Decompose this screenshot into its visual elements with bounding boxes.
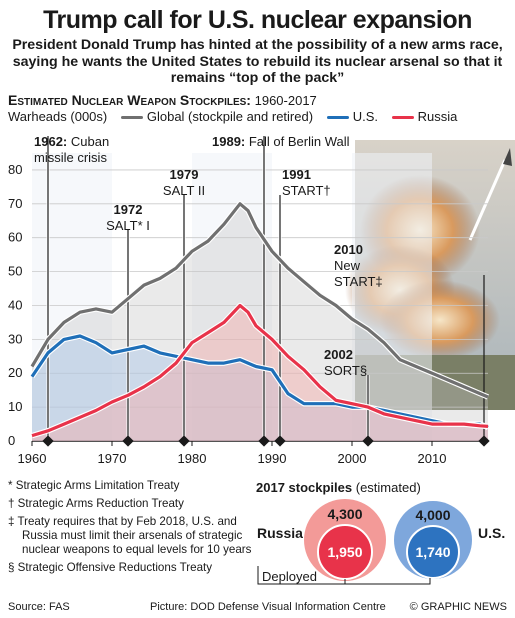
- decade-band: [352, 153, 432, 441]
- legend-russia-swatch: [391, 116, 414, 120]
- y-tick-label: 40: [8, 297, 22, 312]
- footnote-salt: * Strategic Arms Limitation Treaty: [8, 479, 180, 492]
- event-label-line2: missile crisis: [34, 150, 107, 165]
- us-area: [32, 336, 488, 441]
- event-diamond: [274, 435, 286, 447]
- deployed-label: Deployed: [262, 569, 317, 584]
- event-markers: [42, 136, 490, 447]
- y-tick-label: 0: [8, 433, 15, 448]
- x-tick-label: 1970: [98, 451, 127, 466]
- x-tick-label: 2000: [338, 451, 367, 466]
- russia-area: [32, 305, 488, 441]
- event-label: 1991: [282, 167, 311, 182]
- decade-bands: [32, 153, 432, 441]
- footer-picture: Picture: DOD Defense Visual Information …: [150, 601, 386, 613]
- us-deployed-value: 1,740: [415, 544, 450, 560]
- stockpiles-heading-note: (estimated): [355, 480, 421, 495]
- chart-heading-years: 1960-2017: [254, 93, 317, 108]
- russia-deployed-value: 1,950: [327, 544, 362, 560]
- legend-us-swatch: [326, 116, 349, 120]
- event-label-line3: START‡: [334, 274, 383, 289]
- event-diamond: [42, 435, 54, 447]
- event-diamond: [178, 435, 190, 447]
- x-tick-label: 1990: [258, 451, 287, 466]
- event-diamond: [478, 435, 490, 447]
- y-tick-label: 30: [8, 331, 22, 346]
- y-tick-label: 50: [8, 264, 22, 279]
- page-subtitle: President Donald Trump has hinted at the…: [12, 37, 503, 86]
- decade-band: [32, 153, 112, 441]
- x-tick-label: 1960: [18, 451, 47, 466]
- event-label-line2: SORT§: [324, 363, 367, 378]
- legend-us: U.S.: [352, 109, 378, 124]
- event-label-line2: SALT II: [163, 183, 205, 198]
- y-tick-label: 70: [8, 196, 22, 211]
- event-label-line2: SALT* I: [106, 218, 150, 233]
- footer: Source: FAS Picture: DOD Defense Visual …: [0, 598, 515, 618]
- stockpiles-heading: 2017 stockpiles (estimated): [256, 480, 421, 495]
- footnote-new-start: ‡ Treaty requires that by Feb 2018, U.S.…: [8, 515, 252, 556]
- y-tick-label: 80: [8, 162, 22, 177]
- us-label: U.S.: [478, 525, 505, 541]
- y-tick-label: 20: [8, 365, 22, 380]
- legend-global: Global (stockpile and retired): [146, 109, 314, 124]
- global-line: [30, 202, 489, 399]
- event-label: 1962: Cuban: [34, 134, 109, 149]
- stockpile-circles: Russia 4,300 1,950 4,000 1,740 U.S. Depl…: [257, 499, 505, 585]
- page-title: Trump call for U.S. nuclear expansion: [43, 6, 472, 34]
- footer-credit: © GRAPHIC NEWS: [409, 601, 507, 613]
- x-tick-label: 1980: [178, 451, 207, 466]
- event-label-line2: New: [334, 258, 361, 273]
- chart-heading: Estimated Nuclear Weapon Stockpiles: 196…: [8, 92, 317, 108]
- event-label: 2010: [334, 242, 363, 257]
- y-tick-label: 60: [8, 230, 22, 245]
- chart-legend: Warheads (000s) Global (stockpile and re…: [8, 109, 457, 124]
- event-diamond: [362, 435, 374, 447]
- stockpile-chart: 0 10 20 30 40 50 60 70 80 1960 1970 1980 1990 2000 201…: [8, 134, 515, 466]
- event-diamond: [258, 435, 270, 447]
- footnote-start: † Strategic Arms Reduction Treaty: [8, 497, 184, 510]
- axis-labels: 0 10 20 30 40 50 60 70 80 1960 1970 1980 1990 2000 201…: [8, 162, 446, 466]
- us-deployed-circle: [406, 525, 460, 579]
- stockpiles-heading-title: 2017 stockpiles: [256, 480, 353, 495]
- event-label: 2002: [324, 347, 353, 362]
- footnotes: * Strategic Arms Limitation Treaty † Str…: [8, 479, 258, 579]
- legend-russia: Russia: [417, 109, 458, 124]
- legend-global-swatch: [120, 116, 143, 120]
- footnote-sort: § Strategic Offensive Reductions Treaty: [8, 561, 213, 574]
- event-label-line2: START†: [282, 183, 331, 198]
- y-tick-label: 10: [8, 399, 22, 414]
- footer-source: Source: FAS: [8, 601, 70, 613]
- x-tick-label: 2010: [418, 451, 447, 466]
- russia-line: [31, 303, 489, 438]
- us-line: [30, 334, 489, 429]
- russia-label: Russia: [257, 525, 303, 541]
- global-area: [32, 203, 488, 441]
- deployed-bracket: [257, 566, 431, 585]
- event-label: 1989: Fall of Berlin Wall: [212, 134, 350, 149]
- event-label: 1979: [170, 167, 199, 182]
- russia-total-value: 4,300: [327, 506, 362, 522]
- event-label: 1972: [114, 202, 143, 217]
- chart-heading-title: Estimated Nuclear Weapon Stockpiles:: [8, 92, 251, 108]
- us-total-value: 4,000: [415, 507, 450, 523]
- decade-band: [192, 153, 272, 441]
- legend-unit: Warheads (000s): [8, 109, 108, 124]
